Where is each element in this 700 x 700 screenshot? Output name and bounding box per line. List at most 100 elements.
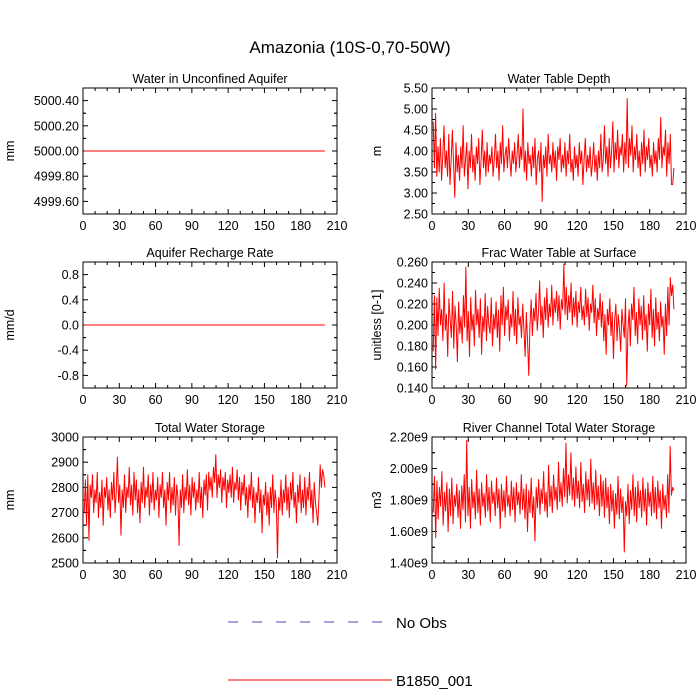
y-tick-label: 2.50: [404, 208, 428, 222]
y-tick-label: 5000.20: [34, 119, 79, 133]
x-tick-label: 210: [327, 568, 348, 582]
legend-label-no-obs: No Obs: [396, 615, 447, 632]
plot-frame: [431, 436, 687, 564]
x-tick-label: 180: [639, 568, 660, 582]
x-tick-label: 30: [461, 219, 475, 233]
y-axis-label: mm: [3, 141, 17, 162]
y-tick-label: 3.50: [404, 166, 428, 180]
x-tick-label: 60: [498, 568, 512, 582]
y-tick-label: 5.00: [404, 103, 428, 117]
y-tick-label: -0.8: [57, 369, 79, 383]
y-axis-label: m: [370, 146, 384, 156]
y-tick-label: 1.80e9: [390, 494, 428, 508]
y-tick-label: 4999.80: [34, 170, 79, 184]
x-tick-label: 90: [185, 568, 199, 582]
y-tick-label: 0.160: [397, 361, 428, 375]
x-tick-label: 30: [461, 568, 475, 582]
chart-panel-1: Water Table Depth m 0 30 60 90 120 150 180 210 2.5…: [370, 72, 696, 233]
x-tick-label: 60: [498, 219, 512, 233]
x-tick-label: 150: [254, 568, 275, 582]
y-axis-label: m3: [370, 491, 384, 508]
x-tick-label: 120: [218, 568, 239, 582]
y-tick-label: 2500: [51, 557, 79, 571]
legend: No Obs B1850_001: [228, 615, 473, 690]
x-tick-label: 0: [429, 219, 436, 233]
x-tick-label: 150: [254, 219, 275, 233]
x-tick-label: 180: [290, 219, 311, 233]
x-tick-label: 90: [185, 219, 199, 233]
series-line-b1850-001: [432, 98, 675, 202]
y-tick-label: 4.00: [404, 145, 428, 159]
y-tick-label: 2.00e9: [390, 462, 428, 476]
x-tick-label: 180: [639, 393, 660, 407]
x-tick-label: 120: [567, 393, 588, 407]
y-tick-label: 5000.00: [34, 145, 79, 159]
y-tick-label: -0.4: [57, 344, 79, 358]
x-tick-label: 30: [461, 393, 475, 407]
x-tick-label: 150: [603, 568, 624, 582]
x-tick-label: 60: [149, 568, 163, 582]
chart-title: Water Table Depth: [508, 72, 611, 86]
x-tick-label: 90: [534, 219, 548, 233]
x-tick-label: 30: [112, 393, 126, 407]
x-tick-label: 210: [327, 219, 348, 233]
chart-panel-0: Water in Unconfined Aquifer mm 0 30 60 90 120 1…: [3, 72, 347, 233]
x-tick-label: 210: [676, 219, 697, 233]
x-tick-label: 120: [567, 568, 588, 582]
y-tick-label: 2800: [51, 481, 79, 495]
y-tick-label: 4.50: [404, 124, 428, 138]
x-tick-label: 0: [80, 393, 87, 407]
x-tick-label: 180: [290, 568, 311, 582]
series-line-b1850-001: [432, 263, 675, 387]
x-tick-label: 90: [534, 568, 548, 582]
legend-label-b1850-001: B1850_001: [396, 673, 473, 690]
y-axis-label: mm/d: [3, 309, 17, 340]
y-axis-label: unitless [0-1]: [370, 290, 384, 361]
chart-panels: Water in Unconfined Aquifer mm 0 30 60 90 120 1…: [3, 72, 696, 582]
y-tick-label: 2700: [51, 506, 79, 520]
y-tick-label: 0.200: [397, 319, 428, 333]
x-tick-label: 120: [218, 219, 239, 233]
y-tick-label: 0.220: [397, 298, 428, 312]
y-tick-label: 2600: [51, 531, 79, 545]
chart-title: Aquifer Recharge Rate: [146, 246, 273, 260]
y-tick-label: 1.60e9: [390, 525, 428, 539]
y-tick-label: 0.8: [62, 268, 79, 282]
y-tick-label: 3.00: [404, 187, 428, 201]
x-tick-label: 90: [185, 393, 199, 407]
figure-title: Amazonia (10S-0,70-50W): [249, 38, 450, 57]
chart-panel-2: Aquifer Recharge Rate mm/d 0 30 60 90 120 150 18…: [3, 246, 347, 407]
chart-title: Water in Unconfined Aquifer: [132, 72, 287, 86]
x-tick-label: 180: [639, 219, 660, 233]
x-tick-label: 180: [290, 393, 311, 407]
y-axis-label: mm: [3, 490, 17, 511]
y-tick-label: 0.240: [397, 277, 428, 291]
x-tick-label: 120: [218, 393, 239, 407]
x-tick-label: 0: [429, 393, 436, 407]
chart-title: Total Water Storage: [155, 421, 265, 435]
x-tick-label: 150: [603, 219, 624, 233]
chart-panel-4: Total Water Storage mm 0 30 60 90 120 150 180 210…: [3, 421, 347, 582]
y-tick-label: 5000.40: [34, 94, 79, 108]
y-tick-label: 0.0: [62, 319, 79, 333]
chart-panel-5: River Channel Total Water Storage m3 0 30 60…: [370, 421, 696, 582]
x-tick-label: 60: [498, 393, 512, 407]
x-tick-label: 60: [149, 219, 163, 233]
series-line-b1850-001: [83, 454, 326, 559]
y-tick-label: 4999.60: [34, 195, 79, 209]
y-tick-label: 0.260: [397, 256, 428, 270]
x-tick-label: 210: [676, 568, 697, 582]
y-tick-label: 0.140: [397, 382, 428, 396]
x-tick-label: 120: [567, 219, 588, 233]
x-tick-label: 0: [429, 568, 436, 582]
x-tick-label: 30: [112, 219, 126, 233]
chart-panel-3: Frac Water Table at Surface unitless [0-1…: [370, 246, 696, 407]
x-tick-label: 0: [80, 219, 87, 233]
x-tick-label: 30: [112, 568, 126, 582]
y-tick-label: 2.20e9: [390, 431, 428, 445]
x-tick-label: 60: [149, 393, 163, 407]
y-tick-label: 2900: [51, 456, 79, 470]
y-tick-label: 1.40e9: [390, 557, 428, 571]
chart-title: Frac Water Table at Surface: [482, 246, 637, 260]
y-tick-label: 0.4: [62, 293, 79, 307]
